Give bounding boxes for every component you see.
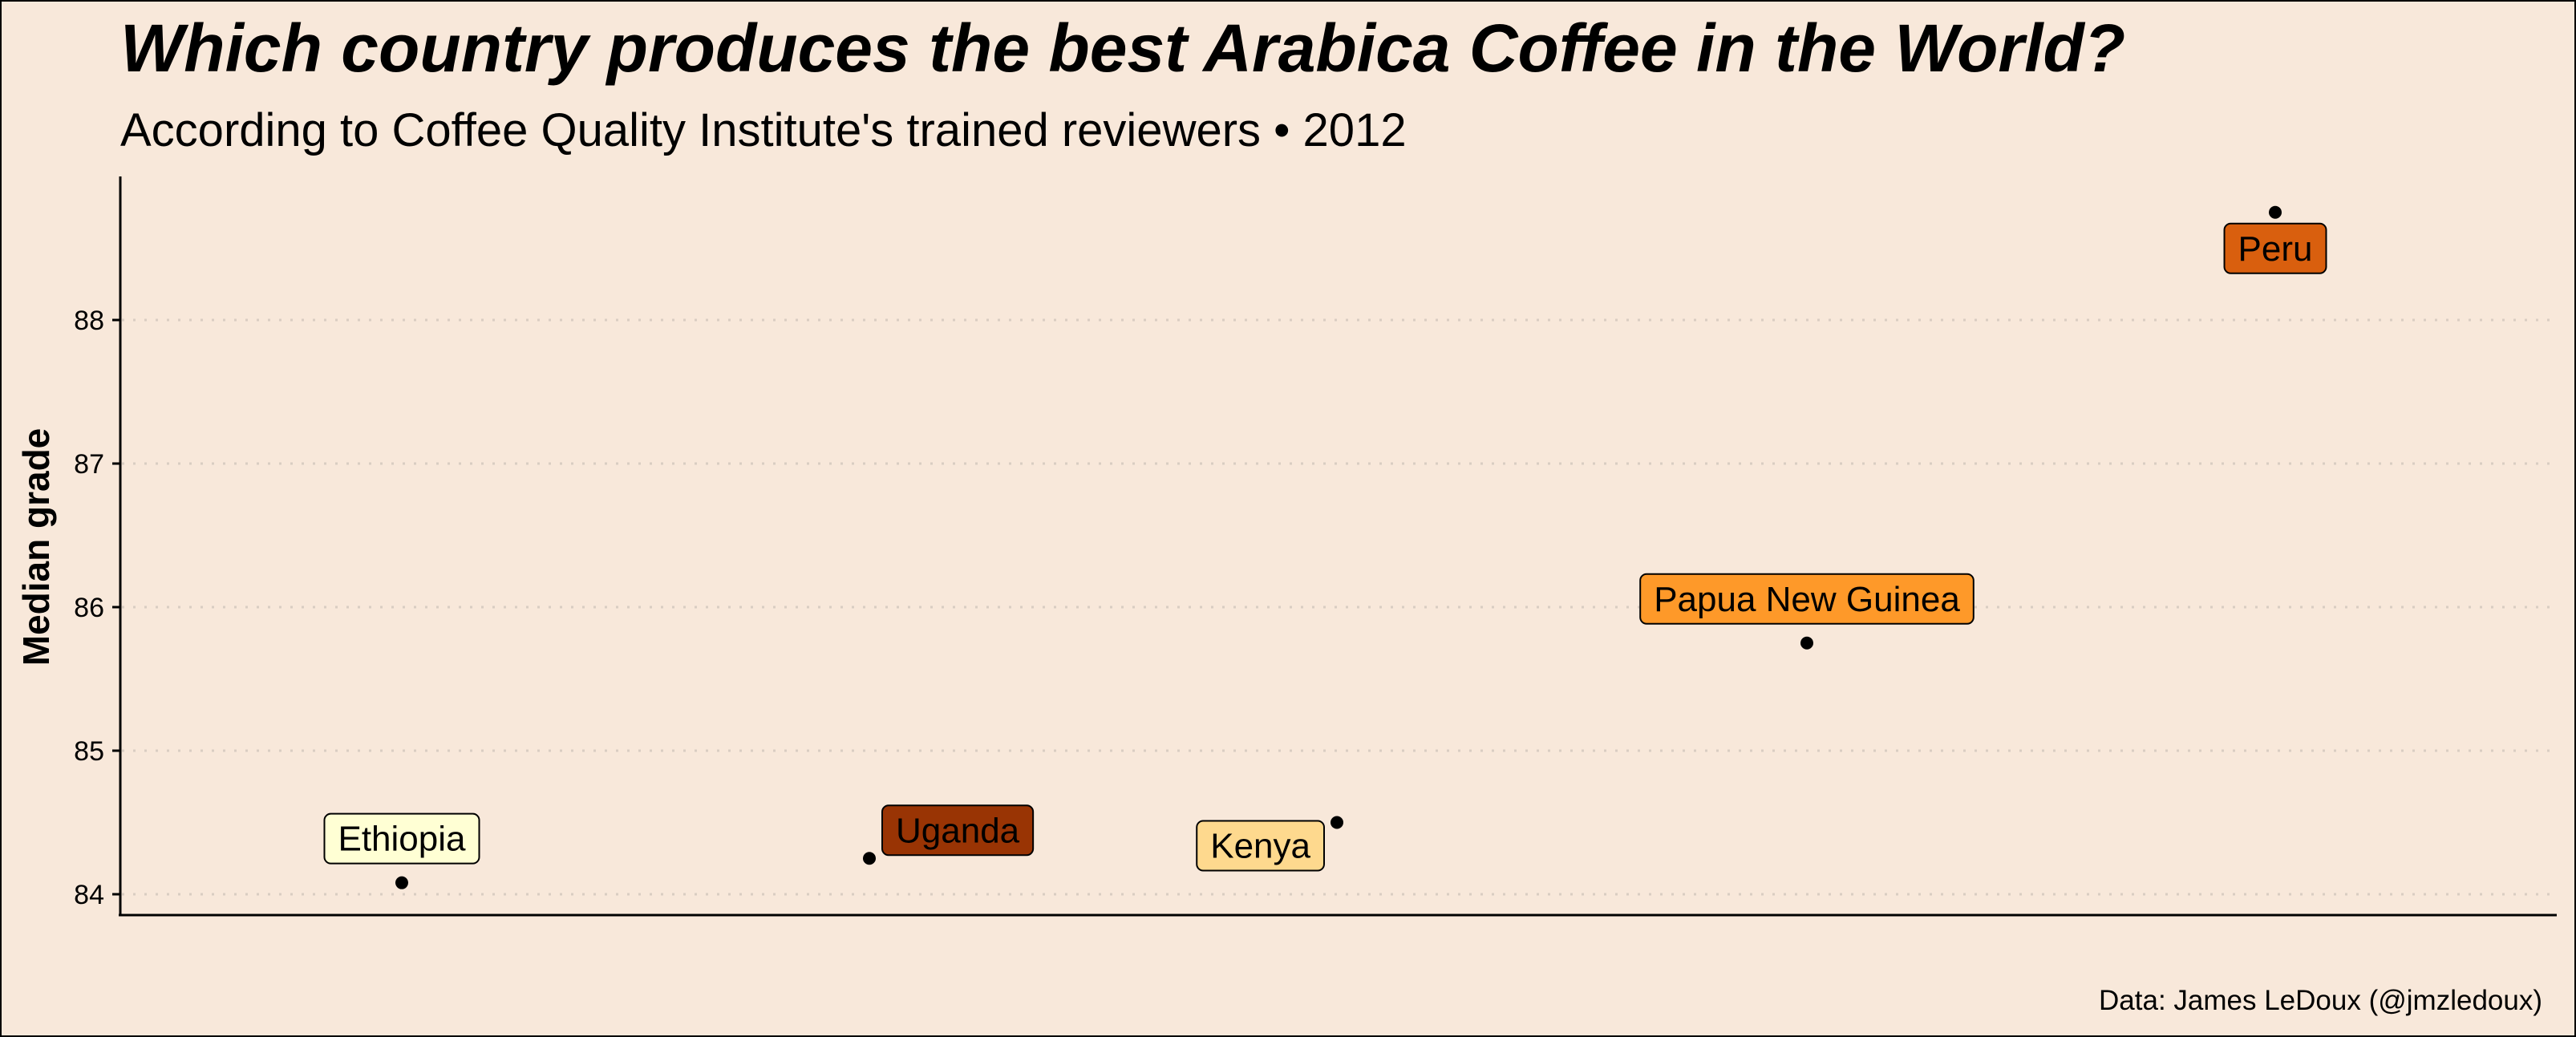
y-tick-label: 85 xyxy=(74,736,104,767)
data-point xyxy=(395,876,408,889)
label-text: Uganda xyxy=(896,811,1020,850)
label-box xyxy=(1639,573,1975,625)
y-tick-label: 87 xyxy=(74,449,104,480)
label-box xyxy=(881,804,1035,857)
label-box xyxy=(1196,820,1325,872)
y-axis-label: Median grade xyxy=(15,428,57,666)
point-label: Uganda xyxy=(881,804,1035,857)
label-text: Ethiopia xyxy=(338,820,466,859)
chart-title: Which country produces the best Arabica … xyxy=(120,10,2125,86)
point-label: Peru xyxy=(2223,222,2327,274)
data-point xyxy=(863,852,876,865)
label-text: Peru xyxy=(2238,229,2313,269)
chart-subtitle: According to Coffee Quality Institute's … xyxy=(120,104,1407,156)
data-points xyxy=(395,205,2282,889)
label-box xyxy=(323,812,480,865)
chart-caption: Data: James LeDoux (@jmzledoux) xyxy=(2099,985,2542,1016)
point-label: Ethiopia xyxy=(323,812,480,865)
data-point xyxy=(2269,205,2282,219)
y-tick-label: 88 xyxy=(74,306,104,336)
data-point xyxy=(1331,816,1343,829)
y-tick-label: 86 xyxy=(74,593,104,623)
label-box xyxy=(2223,222,2327,274)
point-label: Papua New Guinea xyxy=(1639,573,1975,625)
y-tick-label: 84 xyxy=(74,880,104,910)
y-axis-ticks: 84 85 86 87 88 xyxy=(74,306,120,910)
label-text: Papua New Guinea xyxy=(1654,580,1960,619)
data-point xyxy=(1800,636,1813,650)
label-text: Kenya xyxy=(1210,827,1310,866)
gridlines xyxy=(122,318,2557,896)
point-labels: Ethiopia Uganda Kenya Papua New Guinea Peru xyxy=(323,222,2327,872)
point-label: Kenya xyxy=(1196,820,1325,872)
